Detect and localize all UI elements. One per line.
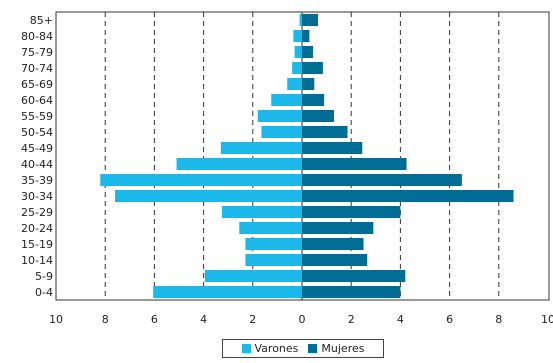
y-tick-label: 25-29 bbox=[21, 206, 53, 219]
legend-swatch-varones bbox=[241, 344, 251, 353]
gridlines bbox=[104, 12, 500, 300]
y-tick-label: 45-49 bbox=[21, 142, 53, 155]
y-tick-label: 10-14 bbox=[21, 254, 53, 267]
y-tick-label: 15-19 bbox=[21, 238, 53, 251]
bar-mujeres-10-14 bbox=[302, 254, 368, 266]
y-tick-label: 20-24 bbox=[21, 222, 53, 235]
x-tick-label: 2 bbox=[348, 313, 355, 326]
bar-mujeres-5-9 bbox=[302, 270, 406, 282]
bar-mujeres-75-79 bbox=[302, 46, 314, 58]
bar-mujeres-50-54 bbox=[302, 126, 348, 138]
bar-varones-20-24 bbox=[239, 222, 302, 234]
y-tick-label: 50-54 bbox=[21, 126, 53, 139]
y-tick-label: 55-59 bbox=[21, 110, 53, 123]
legend: Varones Mujeres bbox=[222, 339, 384, 358]
bar-varones-55-59 bbox=[257, 110, 302, 122]
bar-mujeres-85+ bbox=[302, 14, 318, 26]
legend-label-varones: Varones bbox=[254, 342, 299, 355]
y-tick-label: 30-34 bbox=[21, 190, 53, 203]
bar-varones-70-74 bbox=[292, 62, 302, 74]
bar-varones-50-54 bbox=[261, 126, 302, 138]
legend-label-mujeres: Mujeres bbox=[321, 342, 365, 355]
bar-varones-80-84 bbox=[293, 30, 302, 42]
y-tick-label: 40-44 bbox=[21, 158, 53, 171]
y-tick-label: 80-84 bbox=[21, 30, 53, 43]
y-tick-label: 65-69 bbox=[21, 78, 53, 91]
bar-varones-25-29 bbox=[222, 206, 302, 218]
y-tick-labels: 85+ 80-84 75-79 70-74 65-69 60-64 55-59 50-54 45… bbox=[21, 14, 53, 299]
bar-mujeres-40-44 bbox=[302, 158, 407, 170]
x-tick-label: 6 bbox=[151, 313, 158, 326]
x-tick-label: 6 bbox=[446, 313, 453, 326]
legend-item-varones: Varones bbox=[241, 342, 299, 355]
x-tick-label: 10 bbox=[541, 313, 553, 326]
legend-item-mujeres: Mujeres bbox=[308, 342, 364, 355]
x-tick-label: 10 bbox=[49, 313, 63, 326]
y-tick-label: 75-79 bbox=[21, 46, 53, 59]
bar-mujeres-30-34 bbox=[302, 190, 514, 202]
x-tick-label: 8 bbox=[102, 313, 109, 326]
y-tick-label: 60-64 bbox=[21, 94, 53, 107]
x-tick-label: 2 bbox=[249, 313, 256, 326]
bar-varones-40-44 bbox=[176, 158, 302, 170]
x-tick-label: 4 bbox=[397, 313, 404, 326]
x-tick-label: 0 bbox=[299, 313, 306, 326]
legend-swatch-mujeres bbox=[308, 344, 318, 353]
bar-mujeres-65-69 bbox=[302, 78, 315, 90]
bar-varones-30-34 bbox=[115, 190, 302, 202]
bar-varones-45-49 bbox=[220, 142, 302, 154]
bars bbox=[100, 14, 514, 298]
bar-varones-35-39 bbox=[100, 174, 302, 186]
bar-mujeres-0-4 bbox=[302, 286, 401, 298]
x-tick-label: 4 bbox=[200, 313, 207, 326]
bar-varones-10-14 bbox=[245, 254, 302, 266]
y-tick-label: 0-4 bbox=[35, 286, 53, 299]
bar-mujeres-25-29 bbox=[302, 206, 401, 218]
y-tick-label: 35-39 bbox=[21, 174, 53, 187]
x-tick-labels: 10 8 6 4 2 0 2 4 6 8 10 bbox=[49, 313, 553, 326]
bar-varones-0-4 bbox=[153, 286, 302, 298]
bar-mujeres-70-74 bbox=[302, 62, 323, 74]
bar-mujeres-35-39 bbox=[302, 174, 462, 186]
y-tick-label: 5-9 bbox=[35, 270, 53, 283]
x-tick-label: 8 bbox=[495, 313, 502, 326]
bar-varones-5-9 bbox=[204, 270, 302, 282]
y-tick-label: 70-74 bbox=[21, 62, 53, 75]
bar-mujeres-20-24 bbox=[302, 222, 374, 234]
bar-varones-65-69 bbox=[287, 78, 302, 90]
bar-varones-85+ bbox=[299, 14, 302, 26]
bar-mujeres-15-19 bbox=[302, 238, 364, 250]
bar-mujeres-60-64 bbox=[302, 94, 325, 106]
bar-mujeres-80-84 bbox=[302, 30, 310, 42]
bar-mujeres-55-59 bbox=[302, 110, 334, 122]
bar-mujeres-45-49 bbox=[302, 142, 363, 154]
bar-varones-15-19 bbox=[245, 238, 302, 250]
bar-varones-60-64 bbox=[271, 94, 302, 106]
y-tick-label: 85+ bbox=[30, 14, 53, 27]
bar-varones-75-79 bbox=[294, 46, 302, 58]
plot-frame bbox=[55, 11, 550, 301]
